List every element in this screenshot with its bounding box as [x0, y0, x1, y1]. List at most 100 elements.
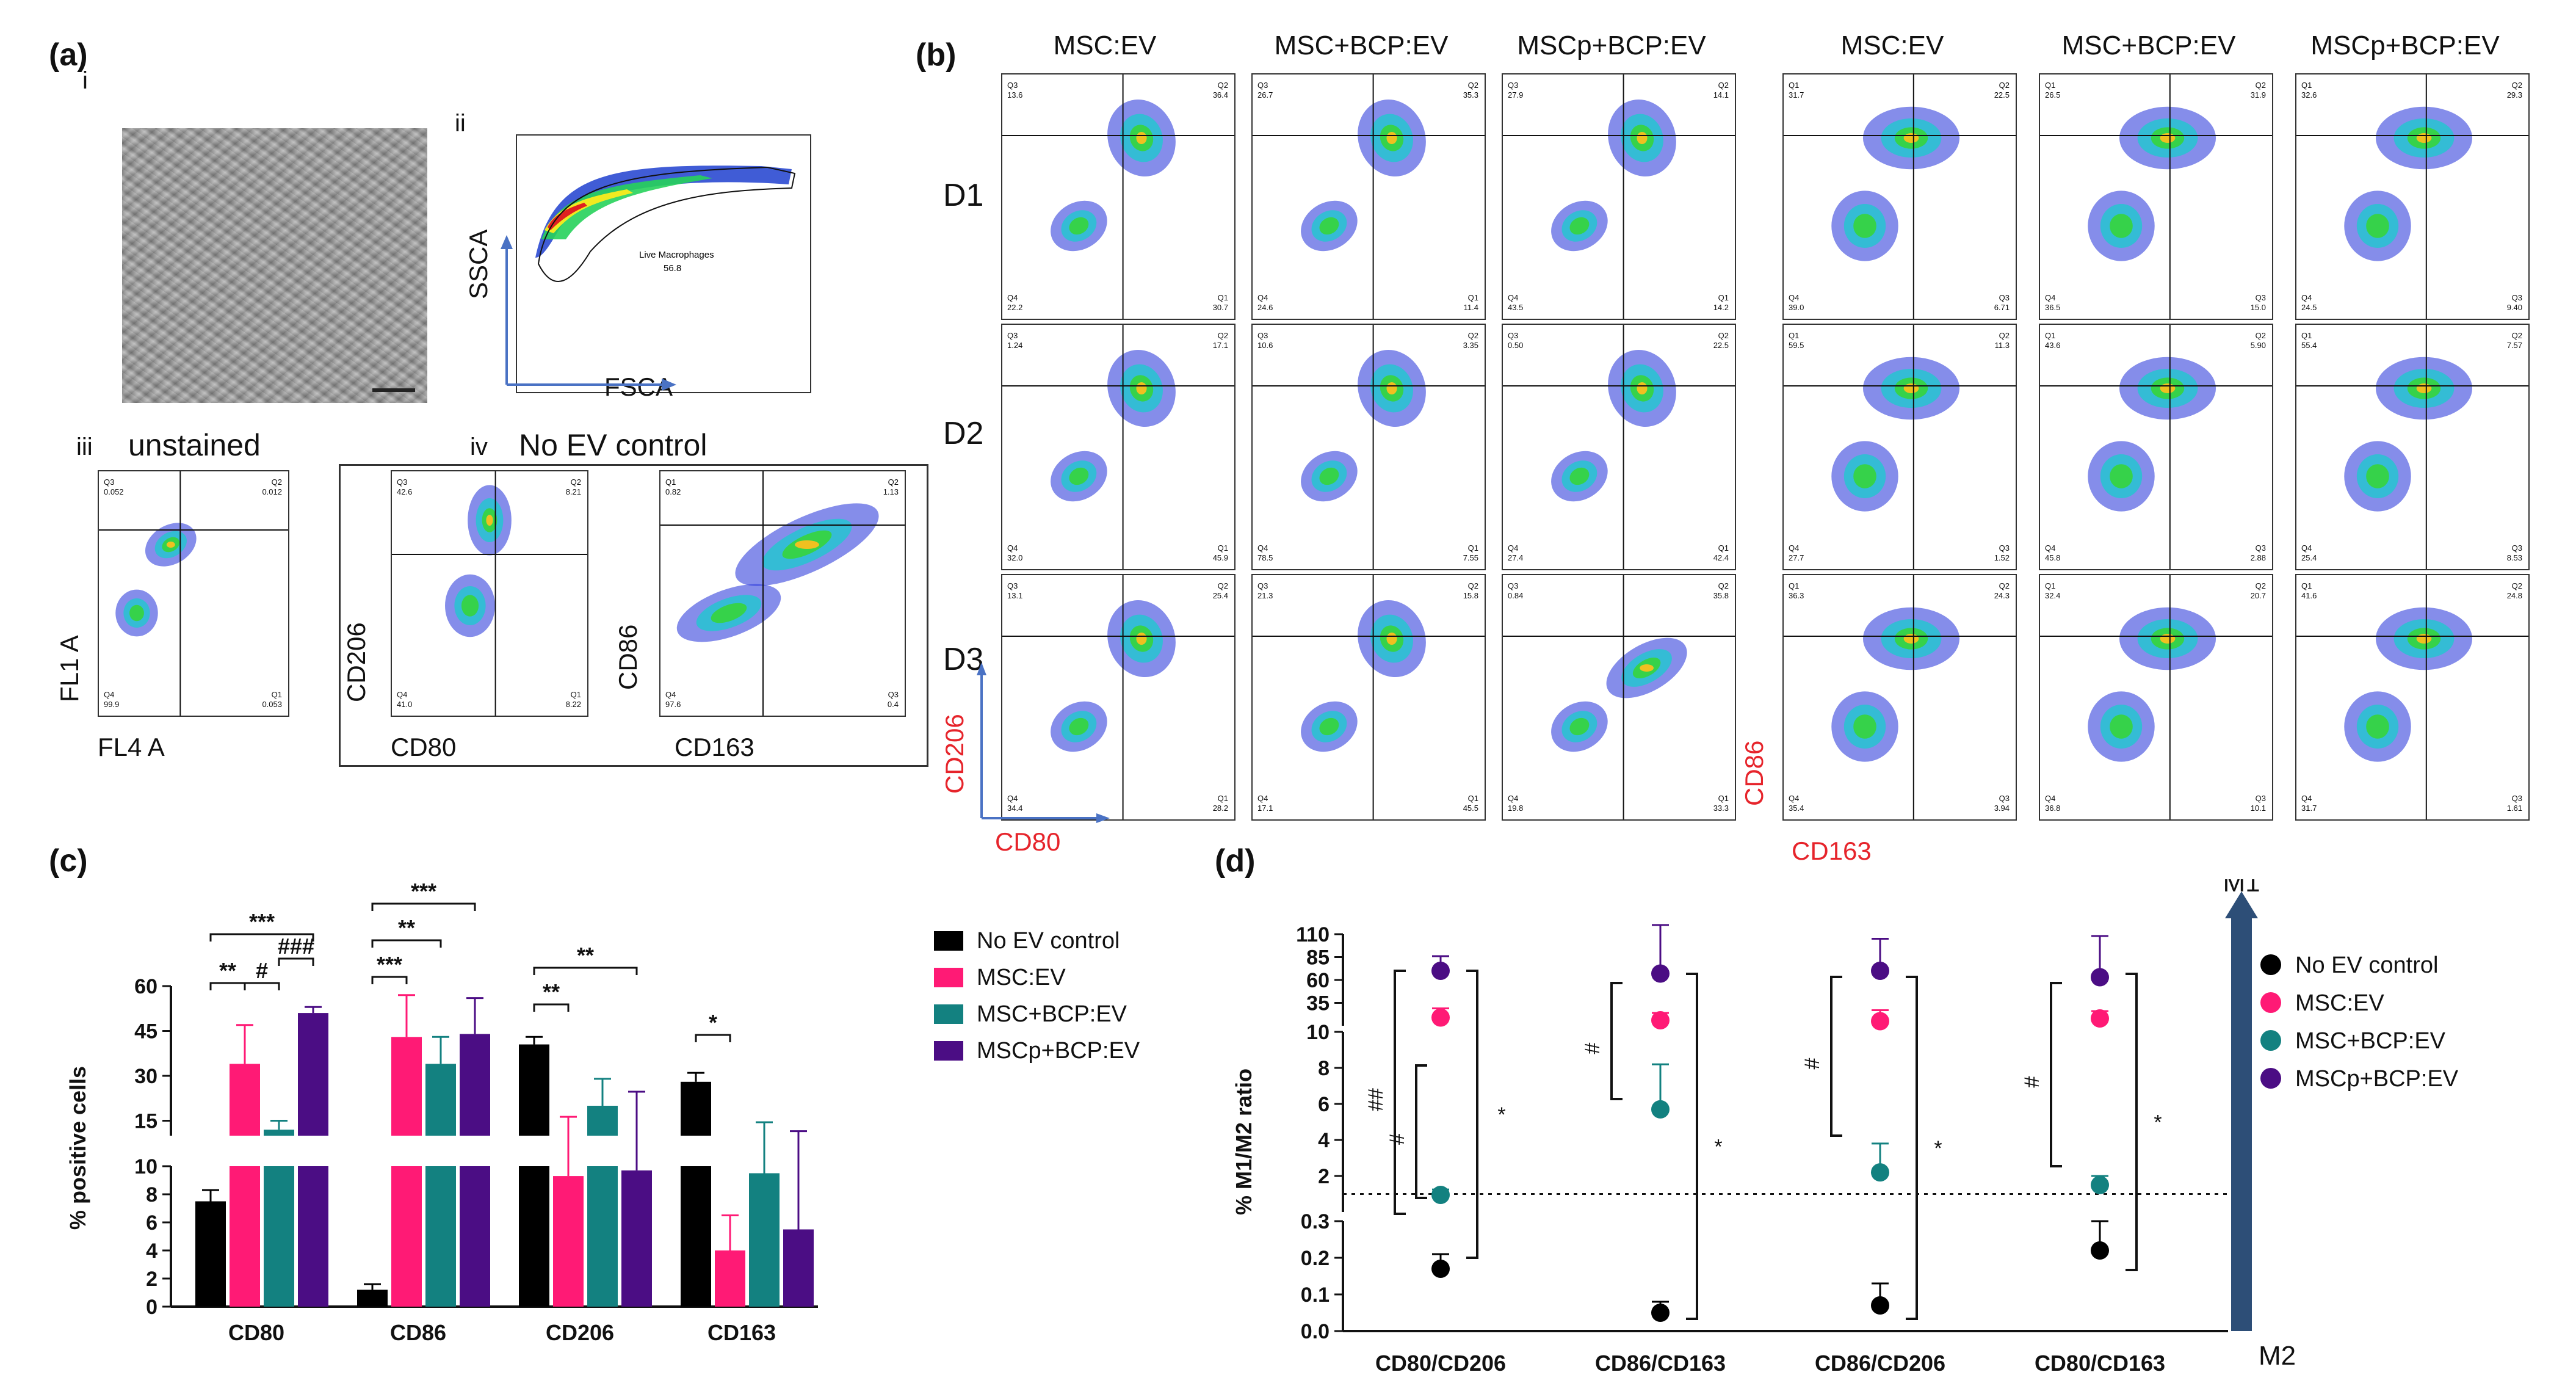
c-sig-cd80-1	[209, 933, 314, 942]
gating-plot: Live Macrophages 56.8	[516, 134, 811, 393]
flow-r2-c6-lr-id: Q3	[2512, 543, 2522, 553]
d-point-2-0	[1871, 1296, 1889, 1315]
d-sig-1-a-label: #	[1581, 1042, 1604, 1054]
flow-r1-c1: Q3 13.6 Q2 36.4 Q4 22.2 Q1 30.7	[1001, 73, 1236, 320]
noev1-xlabel: CD80	[391, 733, 457, 761]
flow-r2-c2-ll: 78.5	[1257, 553, 1273, 562]
flow-r1-c4-ll: 39.0	[1789, 303, 1804, 312]
c-xtick-CD80: CD80	[228, 1320, 284, 1345]
flow-r2-c3-ul-id: Q3	[1508, 331, 1518, 340]
noev-cd163-plot-lr: 0.4	[888, 700, 899, 709]
flow-r3-c3-lr: 33.3	[1713, 804, 1729, 813]
flow-r3-c1-ul: 13.1	[1007, 591, 1022, 600]
flow-r3-c2-lr-id: Q1	[1468, 794, 1478, 803]
flow-r2-c2-peak	[1386, 382, 1397, 394]
d-point-2-3	[1871, 962, 1889, 980]
flow-r3-c4: Q1 36.3 Q2 24.3 Q4 35.4 Q3 3.94	[1782, 574, 2017, 821]
flow-r2-c1-ul: 1.24	[1007, 341, 1022, 350]
flow-r1-c2-ul: 26.7	[1257, 90, 1273, 100]
flow-r1-c2-ll: 24.6	[1257, 303, 1273, 312]
flow-r2-c5-ll: 45.8	[2045, 553, 2060, 562]
flow-r2-c1-peak	[1136, 382, 1147, 394]
c-legend-swatch-1	[934, 968, 963, 987]
d-ytick-label-1-3: 8	[1318, 1057, 1330, 1080]
d-legend-dot-2	[2260, 1030, 2281, 1051]
flow-r3-c3-peak	[1640, 664, 1654, 672]
flow-r2-c5-lr-id: Q3	[2256, 543, 2266, 553]
panel-c-label: (c)	[49, 843, 88, 879]
d-ytick-label-2-0: 35	[1306, 992, 1330, 1015]
flow-r1-c3-ul-id: Q3	[1508, 81, 1518, 90]
c-sig-cd206-1	[533, 967, 638, 975]
flow-r3-c6-ur-id: Q2	[2512, 581, 2522, 590]
c-sig-cd86-3-label: ***	[377, 952, 402, 977]
d-sig-1-a	[1610, 982, 1623, 1100]
c-bar-upper-CD206-0	[519, 1044, 549, 1136]
flow-r2-c3-ll: 27.4	[1508, 553, 1523, 562]
d-point-1-2	[1651, 1100, 1670, 1119]
d-legend-label-3: MSCp+BCP:EV	[2295, 1066, 2459, 1092]
d-sig-0-a	[1394, 970, 1406, 1215]
noev-cd163-plot-ur: 1.13	[883, 487, 899, 496]
flow-r3-c2-ll: 17.1	[1257, 804, 1273, 813]
d-sig-0-b	[1415, 1064, 1427, 1199]
flow-r3-c4-ur-id: Q2	[1999, 581, 2010, 590]
flow-r3-c3-ul-id: Q3	[1508, 581, 1518, 590]
flow-r3-c5-ur: 20.7	[2251, 591, 2266, 600]
flow-r1-c6-ur: 29.3	[2507, 90, 2522, 100]
b-left-axis-arrows	[977, 662, 1110, 823]
d-point-0-3	[1431, 962, 1450, 980]
flow-r2-c5-ul: 43.6	[2045, 341, 2060, 350]
c-bar-CD206-3	[621, 1170, 652, 1307]
c-bar-CD163-1	[715, 1250, 745, 1307]
flow-r2-c6-ul: 55.4	[2301, 341, 2317, 350]
flow-r1-c4-hot-1	[1853, 214, 1876, 238]
flow-r1-c5: Q1 26.5 Q2 31.9 Q4 36.5 Q3 15.0	[2039, 73, 2273, 320]
flow-r2-c4-hot-1	[1853, 464, 1876, 488]
unstained-plot-lr: 0.053	[262, 700, 282, 709]
noev1-ylabel: CD206	[342, 622, 371, 702]
c-bar-upper-CD80-1	[230, 1064, 260, 1136]
d-ytick-label-0-1: 0.1	[1301, 1283, 1330, 1307]
d-sig-2-b	[1906, 976, 1918, 1320]
flow-r1-c4-lr-id: Q3	[1999, 293, 2010, 302]
no-ev-box	[339, 464, 928, 767]
flow-r2-c3-ur-id: Q2	[1718, 331, 1729, 340]
flow-r3-c4-peak	[1903, 634, 1919, 644]
flow-r3-c3-hot-1	[1569, 717, 1590, 736]
flow-r1-c4-ul: 31.7	[1789, 90, 1804, 100]
flow-r1-c5-lr: 15.0	[2251, 303, 2266, 312]
d-ytick-label-2-2: 85	[1306, 946, 1330, 970]
flow-r1-c4-ll-id: Q4	[1789, 293, 1799, 302]
noev-cd163-plot-ll-id: Q4	[665, 690, 676, 699]
b-right-xlabel: CD163	[1792, 836, 1872, 865]
flow-r3-c5-lr: 10.1	[2251, 804, 2266, 813]
flow-r1-c6-lr: 9.40	[2507, 303, 2522, 312]
d-sig-0-b-label: #	[1386, 1133, 1409, 1145]
row-head-d2: D2	[943, 416, 984, 451]
flow-r2-c1-hot-1	[1069, 467, 1089, 485]
c-sig-cd86-2-label: **	[398, 915, 415, 940]
c-sig-cd206-2-label: **	[543, 979, 560, 1004]
flow-r3-c3-ur-id: Q2	[1718, 581, 1729, 590]
scale-bar	[372, 388, 415, 392]
flow-r3-c4-ur: 24.3	[1994, 591, 2010, 600]
flow-r3-c5-lr-id: Q3	[2256, 794, 2266, 803]
c-sig-cd86-1-label: ***	[411, 879, 436, 904]
flow-r1-c6-ul-id: Q1	[2301, 81, 2312, 90]
flow-r2-c5-ul-id: Q1	[2045, 331, 2055, 340]
flow-r1-c2-ll-id: Q4	[1257, 293, 1268, 302]
col-head-2: MSC+BCP:EV	[1274, 31, 1449, 60]
flow-r2-c2-hot-1	[1319, 467, 1339, 485]
unstained-xlabel: FL4 A	[98, 733, 165, 761]
flow-r3-c6-hot-1	[2366, 714, 2389, 739]
